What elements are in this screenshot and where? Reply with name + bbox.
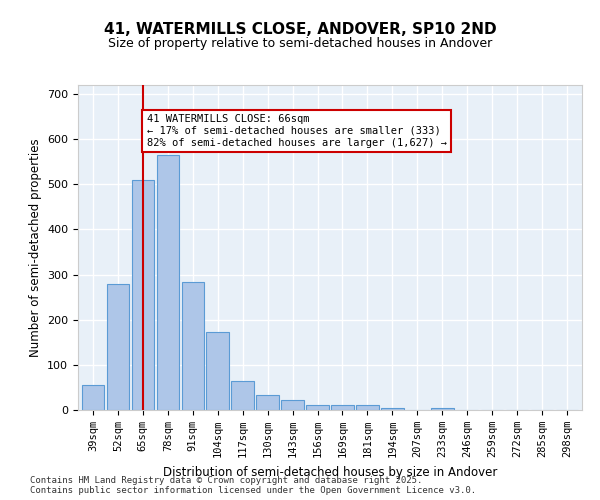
Bar <box>256 395 279 410</box>
Bar <box>431 408 454 410</box>
Bar <box>232 380 254 410</box>
Bar <box>281 400 304 410</box>
Bar <box>331 406 354 410</box>
Y-axis label: Number of semi-detached properties: Number of semi-detached properties <box>29 138 41 357</box>
Bar <box>157 155 179 410</box>
Bar <box>306 405 329 410</box>
Bar <box>82 385 104 410</box>
Text: 41 WATERMILLS CLOSE: 66sqm
← 17% of semi-detached houses are smaller (333)
82% o: 41 WATERMILLS CLOSE: 66sqm ← 17% of semi… <box>146 114 446 148</box>
Bar <box>356 405 379 410</box>
X-axis label: Distribution of semi-detached houses by size in Andover: Distribution of semi-detached houses by … <box>163 466 497 478</box>
Text: Size of property relative to semi-detached houses in Andover: Size of property relative to semi-detach… <box>108 38 492 51</box>
Text: 41, WATERMILLS CLOSE, ANDOVER, SP10 2ND: 41, WATERMILLS CLOSE, ANDOVER, SP10 2ND <box>104 22 496 38</box>
Bar <box>131 180 154 410</box>
Text: Contains HM Land Registry data © Crown copyright and database right 2025.
Contai: Contains HM Land Registry data © Crown c… <box>30 476 476 495</box>
Bar <box>107 284 129 410</box>
Bar <box>206 332 229 410</box>
Bar <box>182 282 204 410</box>
Bar <box>381 408 404 410</box>
